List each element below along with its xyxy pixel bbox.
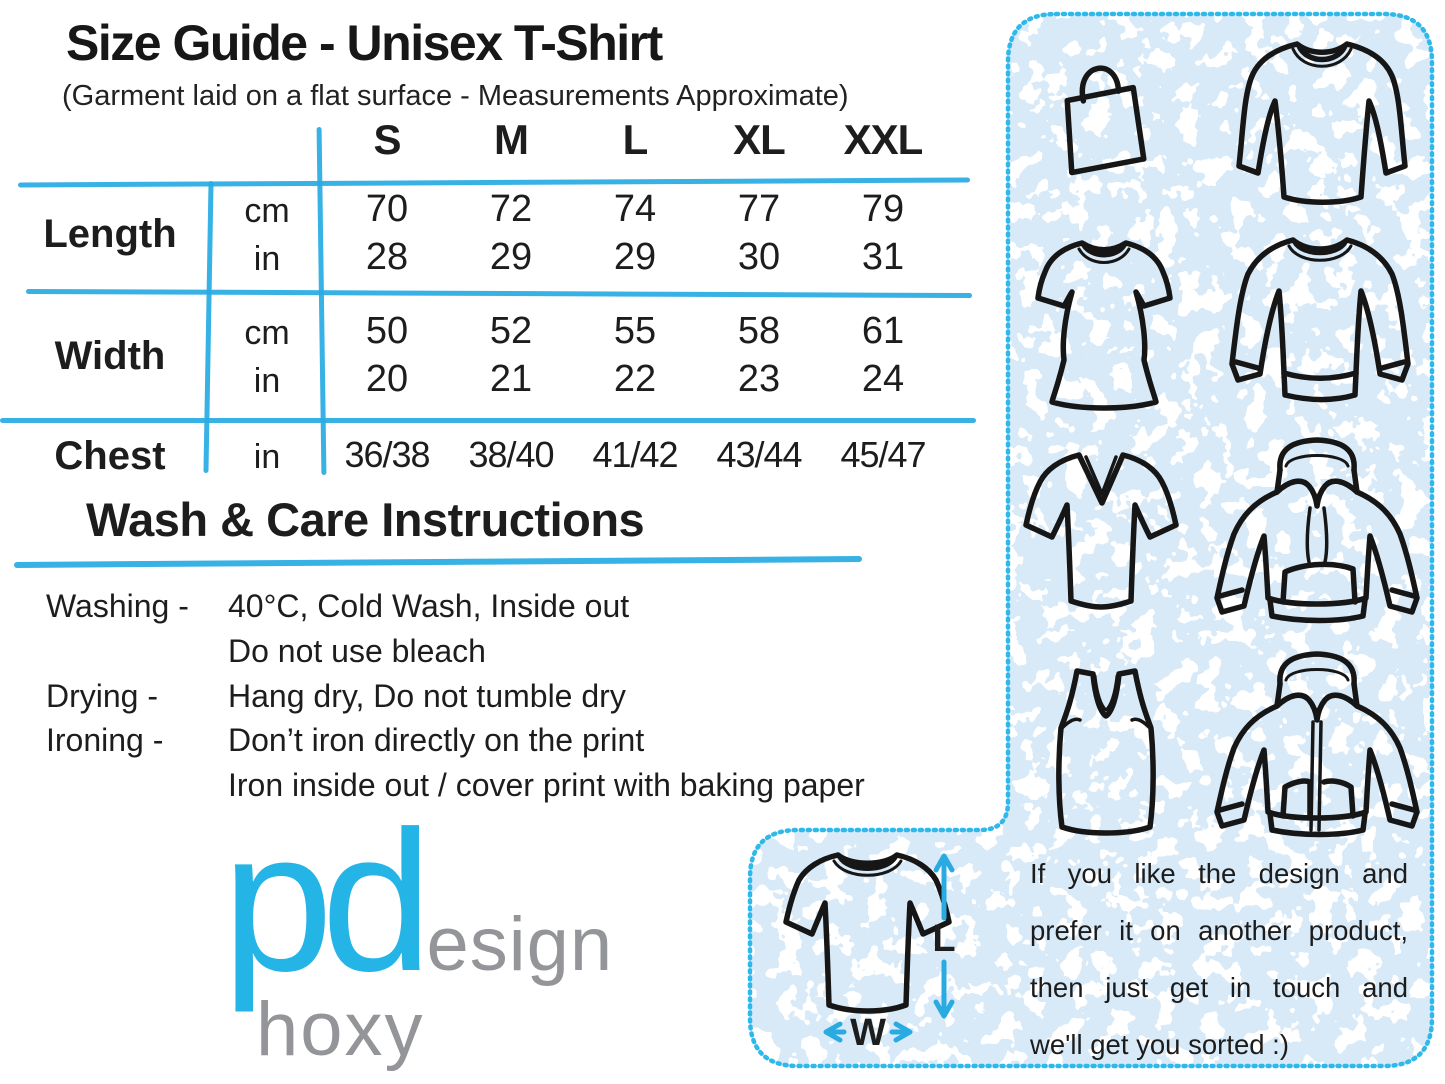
note-line: then just get in touch and [1030, 972, 1408, 1003]
size-value: 52 [489, 310, 533, 352]
measure-tee-icon [783, 852, 952, 1014]
size-value: 29 [489, 236, 533, 278]
length-in-values: 28 29 29 30 31 [325, 236, 945, 279]
care-text: Do not use bleach [228, 633, 486, 669]
long-sleeve-tee-icon [1236, 41, 1408, 205]
size-value: 50 [365, 310, 409, 352]
size-col-l: L [622, 116, 649, 163]
care-text: Don’t iron directly on the print [228, 722, 645, 758]
logo-pd-text: pd [222, 790, 432, 1013]
length-unit-in: in [253, 240, 281, 278]
zip-hoodie-icon [1214, 651, 1420, 838]
note-line: If you like the design and [1030, 858, 1408, 889]
sweatshirt-icon [1229, 237, 1411, 403]
size-value: 61 [861, 310, 905, 352]
length-arrow [933, 853, 955, 1019]
size-value: 74 [613, 188, 657, 230]
size-value: 24 [861, 358, 905, 400]
care-heading-underline [13, 556, 863, 568]
size-value: 22 [613, 358, 657, 400]
row-label-chest: Chest [54, 434, 166, 478]
size-value: 23 [737, 358, 781, 400]
note-line: prefer it on another product, [1030, 915, 1408, 946]
care-text: 40°C, Cold Wash, Inside out [228, 588, 630, 624]
width-unit-in: in [253, 362, 281, 400]
care-text: Iron inside out / cover print with bakin… [228, 767, 865, 803]
width-arrow [823, 1021, 913, 1043]
chest-unit-in: in [253, 438, 281, 476]
logo-esign-text: esign [426, 902, 614, 987]
size-col-xxl: XXL [843, 116, 924, 163]
width-unit-cm: cm [244, 314, 290, 352]
tote-bag-icon [1064, 65, 1147, 176]
page-title: Size Guide - Unisex T-Shirt [66, 15, 663, 71]
length-cm-values: 70 72 74 77 79 [325, 188, 945, 231]
chest-in-values: 36/38 38/40 41/42 43/44 45/47 [325, 434, 945, 476]
logo-hoxy-text: hoxy [256, 987, 425, 1072]
size-value: 55 [613, 310, 657, 352]
care-label-drying: Drying - [46, 678, 159, 714]
size-value: 21 [489, 358, 533, 400]
note-line: we'll get you sorted :) [1030, 1029, 1289, 1060]
size-value: 29 [613, 236, 657, 278]
size-value: 79 [861, 188, 905, 230]
size-value: 36/38 [344, 434, 430, 475]
width-in-values: 20 21 22 23 24 [325, 358, 945, 401]
table-line-horizontal-3 [0, 418, 976, 423]
size-value: 20 [365, 358, 409, 400]
brand-logo: pd esign [222, 802, 613, 1002]
tank-top-icon [1056, 668, 1156, 836]
care-label-washing: Washing - [46, 588, 189, 624]
width-label: W [850, 1012, 886, 1054]
womens-tee-icon [1035, 240, 1173, 411]
size-value: 41/42 [592, 434, 678, 475]
length-label: L [932, 918, 955, 960]
width-cm-values: 50 52 55 58 61 [325, 310, 945, 353]
size-col-m: M [494, 116, 529, 163]
row-label-width: Width [54, 334, 166, 378]
row-label-length: Length [43, 212, 177, 256]
product-panel: L W [747, 11, 1435, 1069]
size-value: 45/47 [840, 434, 926, 475]
size-value: 70 [365, 188, 409, 230]
size-value: 28 [365, 236, 409, 278]
care-label-ironing: Ironing - [46, 722, 164, 758]
hoodie-icon [1214, 437, 1420, 624]
size-value: 38/40 [468, 434, 554, 475]
size-value: 30 [737, 236, 781, 278]
size-col-xl: XL [733, 116, 786, 163]
measurement-diagram: L W [783, 852, 956, 1054]
size-value: 72 [489, 188, 533, 230]
size-value: 43/44 [716, 434, 802, 475]
length-unit-cm: cm [244, 192, 290, 230]
panel-dotted-border [747, 11, 1435, 1069]
care-heading: Wash & Care Instructions [86, 493, 645, 546]
size-value: 31 [861, 236, 905, 278]
size-value: 58 [737, 310, 781, 352]
page-subtitle: (Garment laid on a flat surface - Measur… [62, 80, 849, 112]
care-text: Hang dry, Do not tumble dry [228, 678, 626, 714]
size-column-headers: S M L XL XXL [325, 116, 945, 164]
v-neck-tee-icon [1023, 452, 1179, 610]
size-value: 77 [737, 188, 781, 230]
size-col-s: S [373, 116, 401, 163]
